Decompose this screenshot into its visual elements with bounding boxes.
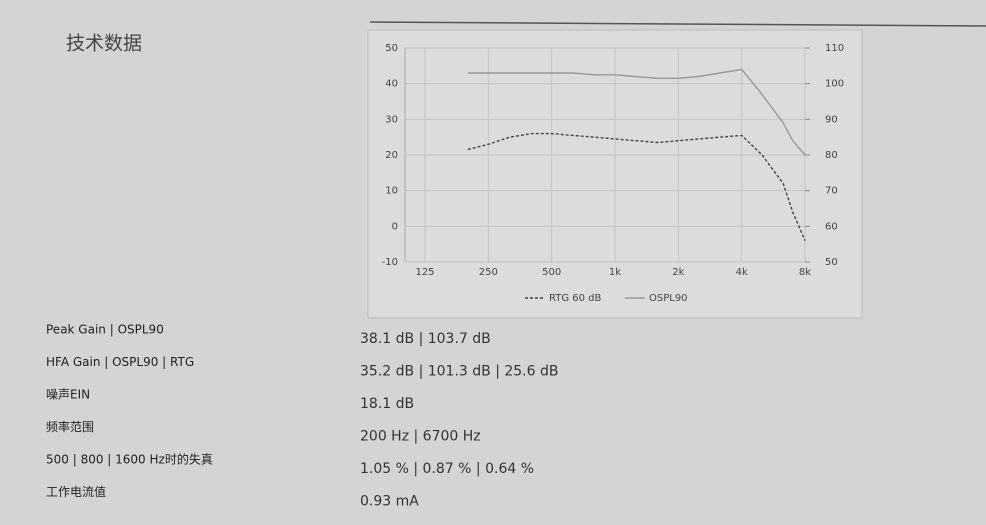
legend-label: RTG 60 dB [549, 293, 602, 304]
row-value: 1.05 % | 0.87 % | 0.64 % [360, 461, 534, 477]
series-line [467, 68, 806, 156]
x-tick-label: 4k [736, 267, 748, 278]
y-tick-label: 10 [385, 186, 398, 197]
y-tick-label: 20 [385, 150, 398, 161]
y-tick-label: 0 [392, 221, 398, 232]
row-value: 38.1 dB | 103.7 dB [360, 331, 491, 347]
y2-tick-label: 110 [825, 43, 844, 54]
y-tick-label: 50 [385, 43, 398, 54]
x-tick-label: 125 [415, 267, 434, 278]
row-label: 频率范围 [46, 419, 94, 434]
x-tick-label: 1k [609, 267, 621, 278]
series-line [467, 132, 806, 241]
y2-tick-label: 60 [825, 221, 838, 232]
row-label: 500 | 800 | 1600 Hz时的失真 [46, 452, 213, 467]
row-label: HFA Gain | OSPL90 | RTG [46, 355, 194, 369]
row-label: 噪声EIN [46, 388, 90, 402]
y2-tick-label: 70 [825, 186, 838, 197]
row-value: 0.93 mA [360, 494, 419, 510]
y-tick-label: 30 [385, 114, 398, 125]
y-tick-label: 40 [385, 79, 398, 90]
title: 技术数据 [66, 33, 142, 55]
y2-tick-label: 90 [825, 114, 838, 125]
y2-tick-label: 50 [825, 257, 838, 268]
row-label: Peak Gain | OSPL90 [46, 323, 164, 337]
y-tick-label: -10 [382, 257, 398, 268]
x-tick-label: 250 [479, 267, 498, 278]
row-value: 18.1 dB [360, 396, 414, 412]
x-tick-label: 2k [672, 267, 684, 278]
x-tick-label: 500 [542, 267, 561, 278]
rule [369, 21, 986, 27]
row-label: 工作电流值 [46, 484, 106, 499]
legend-label: OSPL90 [649, 293, 688, 304]
row-value: 35.2 dB | 101.3 dB | 25.6 dB [360, 364, 558, 380]
y2-tick-label: 100 [825, 79, 844, 90]
row-value: 200 Hz | 6700 Hz [360, 429, 481, 445]
x-tick-label: 8k [799, 267, 811, 278]
y2-tick-label: 80 [825, 150, 838, 161]
